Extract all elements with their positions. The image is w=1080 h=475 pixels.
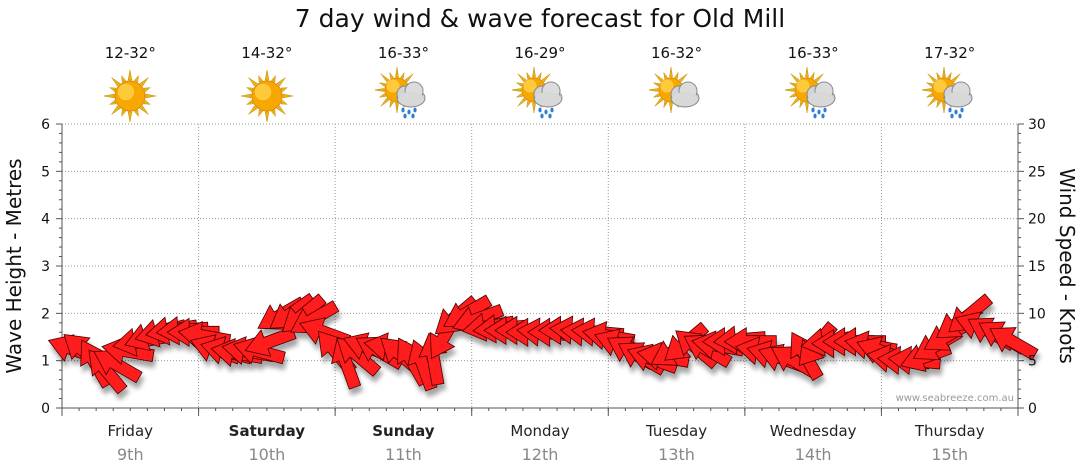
- left-tick-label: 6: [41, 117, 50, 133]
- left-tick-label: 3: [41, 259, 50, 275]
- sun-cloud-icon: [648, 66, 700, 114]
- sun-cloud-rain-icon: [512, 66, 563, 119]
- right-tick-label: 20: [1028, 212, 1046, 228]
- day-name-label: Thursday: [914, 422, 985, 440]
- temperature-range: 16-33°: [377, 44, 429, 62]
- day-weather: 17-32°: [900, 44, 1000, 122]
- sun-icon: [104, 69, 157, 122]
- day-weather: 14-32°: [217, 44, 317, 122]
- day-date-label: 13th: [658, 445, 695, 464]
- day-name-label: Wednesday: [770, 422, 857, 440]
- day-name-label: Saturday: [229, 422, 306, 440]
- temperature-range: 14-32°: [241, 44, 293, 62]
- axis-labels: 0 1 2 3 4 5 6 0 5 10 15 20 25 30 Friday 9th Saturday 10th…: [41, 117, 1046, 464]
- day-weather: 12-32°: [80, 44, 180, 122]
- left-tick-label: 1: [41, 354, 50, 370]
- axes: [56, 123, 1024, 416]
- day-name-label: Friday: [108, 422, 154, 440]
- day-date-label: 10th: [248, 445, 285, 464]
- wind-arrow: [989, 327, 1039, 361]
- right-tick-label: 0: [1028, 401, 1037, 417]
- day-name-label: Tuesday: [645, 422, 707, 440]
- wind-arrows: [47, 292, 1039, 395]
- sun-cloud-rain-icon: [785, 66, 836, 119]
- day-name-label: Sunday: [372, 422, 435, 440]
- left-tick-label: 5: [41, 164, 50, 180]
- left-axis-title: Wave Height - Metres: [2, 158, 26, 373]
- right-tick-label: 30: [1028, 117, 1046, 133]
- day-date-label: 9th: [117, 445, 144, 464]
- temperature-range: 16-33°: [787, 44, 839, 62]
- day-date-label: 14th: [795, 445, 832, 464]
- day-weather: 16-33°: [763, 44, 863, 122]
- day-weather: 16-32°: [627, 44, 727, 122]
- right-tick-label: 15: [1028, 259, 1046, 275]
- temperature-range: 17-32°: [924, 44, 976, 62]
- temperature-range: 12-32°: [104, 44, 156, 62]
- chart-title: 7 day wind & wave forecast for Old Mill: [294, 4, 786, 33]
- right-tick-label: 10: [1028, 306, 1046, 322]
- left-tick-label: 2: [41, 306, 50, 322]
- day-date-label: 12th: [522, 445, 559, 464]
- temperature-range: 16-29°: [514, 44, 566, 62]
- day-date-label: 11th: [385, 445, 422, 464]
- sun-cloud-rain-icon: [375, 66, 426, 119]
- day-date-label: 15th: [931, 445, 968, 464]
- day-name-label: Monday: [510, 422, 569, 440]
- right-tick-label: 25: [1028, 164, 1046, 180]
- grid-lines: [62, 123, 1018, 408]
- day-weather: 16-33°: [353, 44, 453, 122]
- sun-icon: [240, 69, 293, 122]
- right-axis-title: Wind Speed - Knots: [1055, 168, 1079, 364]
- left-tick-label: 4: [41, 212, 50, 228]
- day-weather: 16-29°: [490, 44, 590, 122]
- watermark: www.seabreeze.com.au: [896, 393, 1014, 404]
- temperature-range: 16-32°: [651, 44, 703, 62]
- sun-cloud-rain-icon: [921, 66, 973, 119]
- right-tick-label: 5: [1028, 354, 1037, 370]
- left-tick-label: 0: [41, 401, 50, 417]
